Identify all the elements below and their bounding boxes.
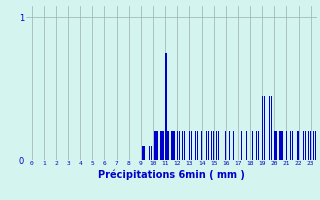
Bar bbox=[237, 131, 238, 160]
Bar bbox=[292, 131, 293, 160]
Bar bbox=[144, 146, 145, 160]
Bar bbox=[252, 131, 253, 160]
Bar bbox=[233, 131, 234, 160]
Bar bbox=[313, 131, 314, 160]
Bar bbox=[166, 53, 167, 160]
Bar bbox=[275, 131, 276, 160]
Bar bbox=[256, 131, 257, 160]
Bar bbox=[157, 131, 158, 160]
Bar bbox=[276, 131, 277, 160]
Bar bbox=[250, 131, 251, 160]
Bar bbox=[167, 131, 168, 160]
Bar bbox=[151, 146, 152, 160]
Bar bbox=[298, 131, 299, 160]
Bar bbox=[161, 131, 162, 160]
Bar bbox=[317, 131, 318, 160]
Bar bbox=[160, 131, 161, 160]
Bar bbox=[191, 131, 192, 160]
Bar bbox=[208, 131, 209, 160]
Bar bbox=[267, 96, 268, 160]
Bar bbox=[315, 131, 316, 160]
Bar bbox=[262, 96, 263, 160]
Bar bbox=[173, 131, 174, 160]
X-axis label: Précipitations 6min ( mm ): Précipitations 6min ( mm ) bbox=[98, 169, 244, 180]
Bar bbox=[143, 146, 144, 160]
Bar bbox=[197, 131, 198, 160]
Bar bbox=[172, 131, 173, 160]
Bar bbox=[201, 131, 202, 160]
Bar bbox=[269, 96, 270, 160]
Bar bbox=[155, 131, 156, 160]
Bar bbox=[300, 131, 301, 160]
Bar bbox=[229, 131, 230, 160]
Bar bbox=[280, 131, 281, 160]
Bar bbox=[170, 131, 171, 160]
Bar bbox=[206, 131, 207, 160]
Bar bbox=[184, 131, 185, 160]
Bar bbox=[294, 131, 295, 160]
Bar bbox=[177, 131, 178, 160]
Bar bbox=[216, 131, 217, 160]
Bar bbox=[195, 131, 196, 160]
Bar bbox=[156, 131, 157, 160]
Bar bbox=[241, 131, 242, 160]
Bar bbox=[290, 131, 291, 160]
Bar bbox=[308, 131, 309, 160]
Bar bbox=[211, 131, 212, 160]
Bar bbox=[264, 96, 265, 160]
Bar bbox=[187, 131, 188, 160]
Bar bbox=[274, 131, 275, 160]
Bar bbox=[220, 131, 221, 160]
Bar bbox=[154, 131, 155, 160]
Bar bbox=[277, 131, 278, 160]
Bar bbox=[149, 146, 150, 160]
Bar bbox=[258, 131, 259, 160]
Bar bbox=[179, 131, 180, 160]
Bar bbox=[246, 131, 247, 160]
Bar bbox=[171, 131, 172, 160]
Bar bbox=[310, 131, 311, 160]
Bar bbox=[286, 131, 287, 160]
Bar bbox=[218, 131, 219, 160]
Bar bbox=[303, 131, 304, 160]
Bar bbox=[174, 131, 175, 160]
Bar bbox=[168, 131, 169, 160]
Bar bbox=[271, 96, 272, 160]
Bar bbox=[297, 131, 298, 160]
Bar bbox=[213, 131, 214, 160]
Bar bbox=[162, 131, 163, 160]
Bar bbox=[281, 131, 282, 160]
Bar bbox=[225, 131, 226, 160]
Bar bbox=[189, 131, 190, 160]
Bar bbox=[279, 131, 280, 160]
